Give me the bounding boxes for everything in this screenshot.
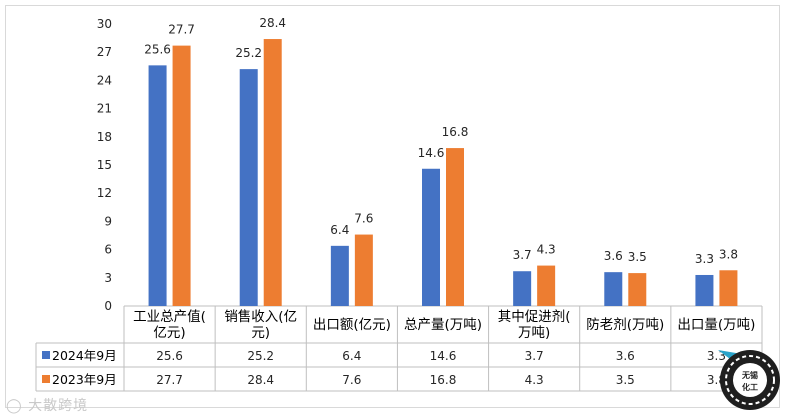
data-label: 25.2 xyxy=(235,46,262,60)
bar-2024-2 xyxy=(330,245,349,306)
bar-2023-1 xyxy=(263,39,282,306)
table-cell: 25.2 xyxy=(247,349,274,363)
category-label: 总产量(万吨) xyxy=(404,317,482,333)
bar-2024-4 xyxy=(513,271,532,306)
legend-label: 2024年9月 xyxy=(52,348,117,363)
y-tick-label: 12 xyxy=(97,186,112,200)
data-label: 3.5 xyxy=(628,250,647,264)
y-tick-label: 24 xyxy=(97,73,112,87)
watermark: ◯ 大散跨境 xyxy=(6,395,88,415)
table-cell: 3.6 xyxy=(616,349,635,363)
data-label: 25.6 xyxy=(144,42,171,56)
bar-2024-1 xyxy=(239,69,258,307)
table-cell: 28.4 xyxy=(247,373,274,387)
bar-2024-0 xyxy=(148,65,167,306)
data-label: 3.7 xyxy=(513,248,532,262)
logo-text-line-1: 无锡 xyxy=(741,370,758,380)
y-tick-label: 15 xyxy=(97,158,112,172)
data-label: 14.6 xyxy=(418,146,445,160)
watermark-text: 大散跨境 xyxy=(28,398,89,414)
bar-2023-3 xyxy=(446,148,464,306)
category-label: 元) xyxy=(251,325,270,341)
table-cell: 6.4 xyxy=(342,349,361,363)
data-label: 3.6 xyxy=(604,249,623,263)
y-tick-label: 18 xyxy=(97,130,112,144)
table-cell: 27.7 xyxy=(156,373,183,387)
table-cell: 7.6 xyxy=(342,373,361,387)
table-cell: 16.8 xyxy=(430,373,457,387)
data-label: 6.4 xyxy=(330,223,349,237)
bar-2024-5 xyxy=(604,272,623,306)
category-label: 防老剂(万吨) xyxy=(586,317,664,333)
y-tick-label: 21 xyxy=(97,102,112,116)
data-label: 3.8 xyxy=(719,247,738,261)
chart-frame xyxy=(5,5,780,408)
category-label: 亿元) xyxy=(153,325,185,341)
category-label: 其中促进剂( xyxy=(498,309,571,325)
y-tick-label: 27 xyxy=(97,45,112,59)
watermark-icon: ◯ xyxy=(6,398,23,414)
y-tick-label: 0 xyxy=(104,299,112,313)
bar-2023-5 xyxy=(628,273,647,306)
legend-swatch xyxy=(42,375,50,383)
category-label: 万吨) xyxy=(518,325,550,341)
bar-2023-4 xyxy=(537,265,556,306)
category-label: 工业总产值( xyxy=(133,309,206,325)
bar-2023-2 xyxy=(354,234,373,306)
data-label: 16.8 xyxy=(442,125,469,139)
y-tick-label: 30 xyxy=(97,17,112,31)
category-label: 销售收入(亿 xyxy=(224,309,297,325)
category-label: 出口量(万吨) xyxy=(677,317,755,333)
table-cell: 14.6 xyxy=(430,349,457,363)
table-cell: 4.3 xyxy=(525,373,544,387)
legend-swatch xyxy=(42,351,50,359)
bar-2023-6 xyxy=(719,270,738,306)
category-label: 出口额(亿元) xyxy=(313,317,391,333)
table-cell: 3.7 xyxy=(525,349,544,363)
y-tick-label: 3 xyxy=(104,271,112,285)
y-tick-label: 9 xyxy=(104,214,112,228)
table-cell: 3.5 xyxy=(616,373,635,387)
data-label: 4.3 xyxy=(537,243,556,257)
data-label: 3.3 xyxy=(695,252,714,266)
bar-2024-6 xyxy=(695,274,714,306)
y-tick-label: 6 xyxy=(104,243,112,257)
data-label: 7.6 xyxy=(354,212,373,226)
bar-2023-0 xyxy=(172,45,191,307)
logo-text-line-2: 化工 xyxy=(742,382,758,392)
data-label: 27.7 xyxy=(168,23,195,37)
data-label: 28.4 xyxy=(259,16,286,30)
bar-2024-3 xyxy=(422,168,440,306)
company-logo-badge: 无锡 化工 xyxy=(718,350,780,410)
legend-label: 2023年9月 xyxy=(52,372,117,387)
table-cell: 25.6 xyxy=(156,349,183,363)
table-cell: 3.3 xyxy=(707,349,726,363)
